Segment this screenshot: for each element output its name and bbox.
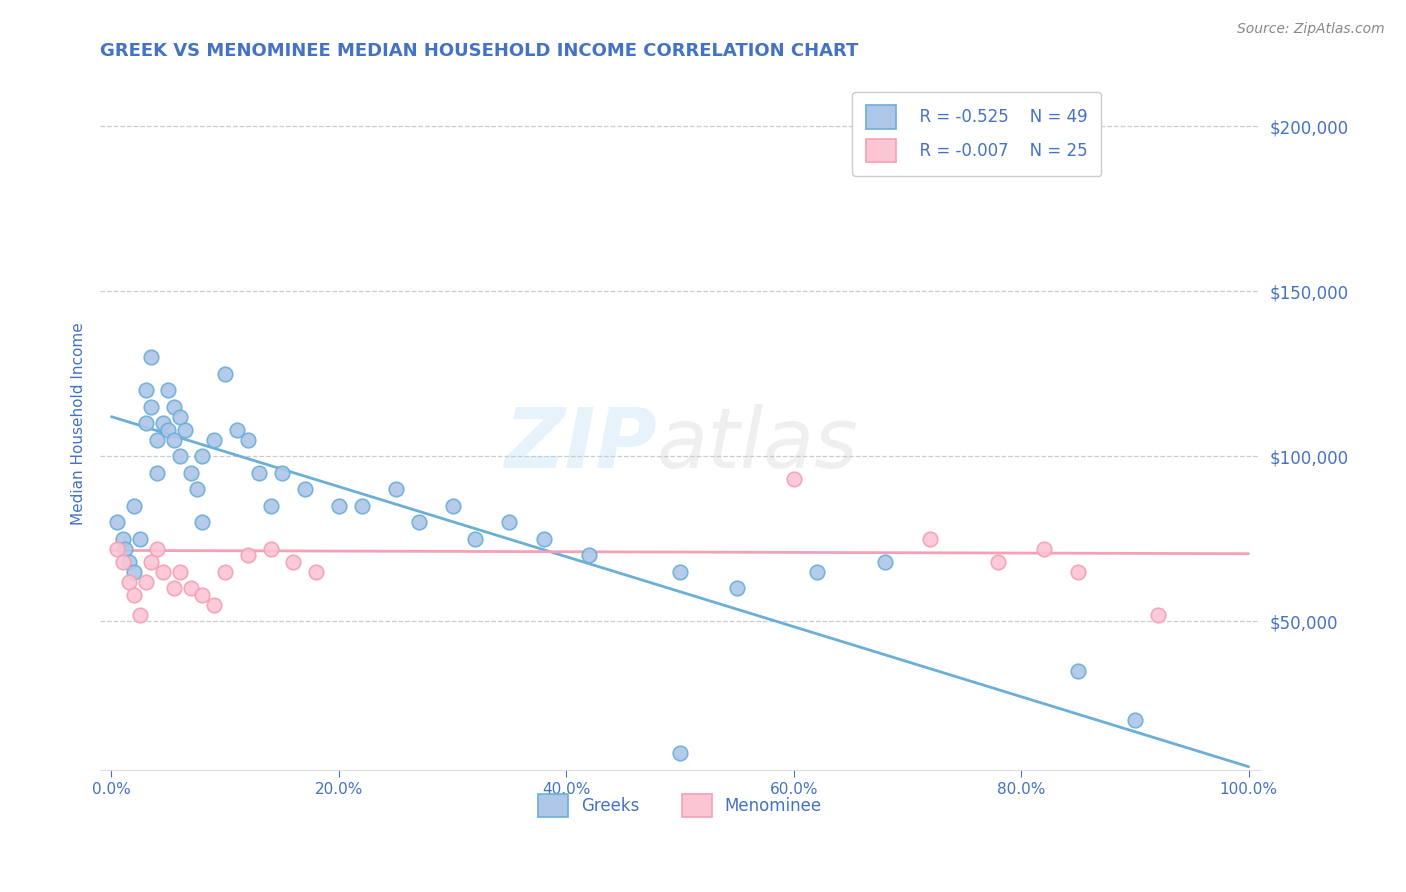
Point [669,565,692,579]
Point [163,582,186,596]
Point [533,532,555,546]
Y-axis label: Median Household Income: Median Household Income [72,322,86,524]
Text: atlas: atlas [657,403,859,484]
Point [1067,664,1090,678]
Point [157,384,180,398]
Point [180,582,202,596]
Point [271,466,294,480]
Point [464,532,486,546]
Point [202,598,225,612]
Point [122,499,145,513]
Point [350,499,373,513]
Point [1123,714,1146,728]
Text: GREEK VS MENOMINEE MEDIAN HOUSEHOLD INCOME CORRELATION CHART: GREEK VS MENOMINEE MEDIAN HOUSEHOLD INCO… [100,42,859,60]
Point [783,472,806,486]
Point [873,555,896,569]
Point [191,588,214,602]
Point [169,409,191,424]
Point [186,483,208,497]
Point [114,541,136,556]
Point [236,433,259,447]
Point [129,607,152,622]
Point [920,532,942,546]
Point [135,384,157,398]
Point [328,499,350,513]
Point [163,433,186,447]
Point [135,417,157,431]
Point [163,400,186,414]
Point [498,516,520,530]
Text: Source: ZipAtlas.com: Source: ZipAtlas.com [1237,22,1385,37]
Point [260,541,283,556]
Point [214,565,236,579]
Point [305,565,328,579]
Point [135,574,157,589]
Point [578,549,600,563]
Point [169,565,191,579]
Point [294,483,316,497]
Point [669,747,692,761]
Point [117,574,139,589]
Point [117,555,139,569]
Point [141,555,163,569]
Point [441,499,464,513]
Point [408,516,430,530]
Point [129,532,152,546]
Point [180,466,202,480]
Point [105,516,128,530]
Point [806,565,828,579]
Point [247,466,270,480]
Point [283,555,305,569]
Point [1067,565,1090,579]
Point [152,417,174,431]
Point [169,450,191,464]
Point [111,555,134,569]
Point [174,423,197,437]
Point [202,433,225,447]
Point [122,588,145,602]
Point [725,582,748,596]
Point [146,433,169,447]
Point [141,351,163,365]
Point [152,565,174,579]
Point [157,423,180,437]
Point [191,450,214,464]
Point [987,555,1010,569]
Point [236,549,259,563]
Point [1146,607,1168,622]
Point [191,516,214,530]
Point [214,367,236,381]
Text: ZIP: ZIP [505,403,657,484]
Point [146,466,169,480]
Point [260,499,283,513]
Point [141,400,163,414]
Point [1032,541,1054,556]
Point [105,541,128,556]
Point [225,423,247,437]
Point [384,483,406,497]
Point [122,565,145,579]
Point [111,532,134,546]
Point [146,541,169,556]
Legend: Greeks, Menominee: Greeks, Menominee [531,787,828,824]
